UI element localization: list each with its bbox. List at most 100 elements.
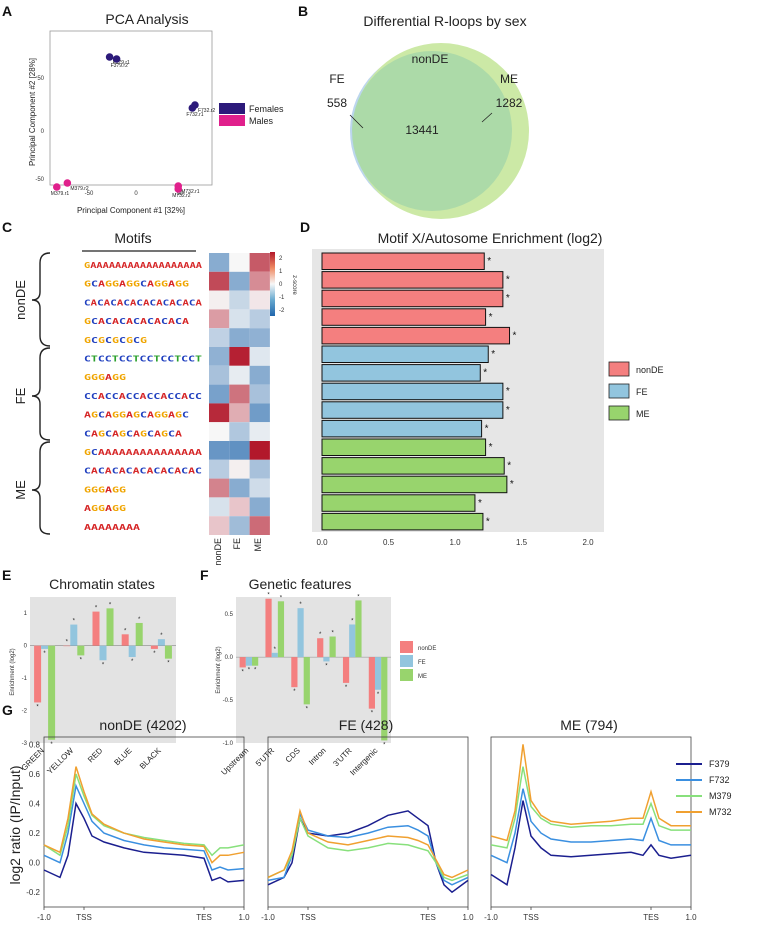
venn-me-label: ME xyxy=(500,72,518,86)
heatmap-cell xyxy=(249,497,270,517)
genetic-bar xyxy=(317,638,324,658)
genetic-bar xyxy=(303,657,310,705)
significance-star: * xyxy=(489,312,493,323)
pca-plot: PCA Analysis -50 0 50 50 0 -50 Principal… xyxy=(28,11,284,215)
enrichment-legend-nonde-swatch xyxy=(608,361,630,377)
heatmap-cell xyxy=(229,516,250,535)
heatmap-cell xyxy=(249,441,270,460)
pca-point-label: F379.r1 xyxy=(113,60,130,66)
significance-star: * xyxy=(351,618,354,624)
heatmap-cell xyxy=(249,290,270,310)
profile-xtick: TSS xyxy=(523,913,539,922)
enrichment-bar xyxy=(321,401,504,419)
significance-star: * xyxy=(254,668,257,674)
genetic-bar xyxy=(252,657,259,666)
heatmap-cell xyxy=(249,384,270,404)
genetic-bar xyxy=(297,608,304,658)
panel-label-a: A xyxy=(2,3,12,19)
pca-legend-female-swatch xyxy=(219,103,245,114)
profile-xtick: 1.0 xyxy=(685,913,697,922)
heatmap-cell xyxy=(229,347,250,366)
heatmap-col-nonde: nonDE xyxy=(213,538,223,566)
profile-ytick: 0.6 xyxy=(29,770,41,779)
significance-star: * xyxy=(280,595,283,601)
profile-line xyxy=(43,801,245,883)
significance-star: * xyxy=(513,330,517,341)
enrichment-bar xyxy=(321,289,504,308)
profile-line xyxy=(490,766,691,849)
pca-point-label: F732.r1 xyxy=(186,112,203,118)
heatmap-cell xyxy=(249,459,270,479)
profile-title-fe: FE (428) xyxy=(339,717,393,733)
enrichment-legend-nonde: nonDE xyxy=(636,365,664,375)
heatmap-cell xyxy=(209,253,230,272)
significance-star: * xyxy=(102,662,105,668)
chromatin-ytick: -3 xyxy=(22,741,28,747)
motif-logos: GAAAAAAAAAAAAAAAAAA G C A G G A G G C A G G A G G C A C A C A… xyxy=(84,261,202,532)
significance-star: * xyxy=(489,442,493,453)
enrichment-legend-fe: FE xyxy=(636,387,648,397)
heatmap-cell xyxy=(229,403,250,423)
profile-line xyxy=(490,744,691,842)
significance-star: * xyxy=(486,516,490,527)
enrichment-bar xyxy=(321,438,487,456)
significance-star: * xyxy=(306,706,309,712)
profile-plots: -1.0 TSS TES 1.0 0.8 0.6 0.4 0.2 0.0 -0.2 -1.0 TSS T… xyxy=(26,736,697,922)
chromatin-ytick: 1 xyxy=(24,611,28,617)
venn-nonde-label: nonDE xyxy=(412,52,449,66)
significance-star: * xyxy=(507,461,511,472)
profile-line xyxy=(267,815,469,882)
enrichment-bar xyxy=(321,271,504,289)
significance-star: * xyxy=(483,368,487,379)
genetic-plot-bg xyxy=(236,597,391,743)
significance-star: * xyxy=(131,659,134,665)
pca-xtick-2: 0 xyxy=(134,191,138,197)
heatmap-cell xyxy=(209,271,230,291)
chromatin-bar xyxy=(150,645,158,649)
profile-xtick: TES xyxy=(420,913,436,922)
enrichment-xtick: 0.5 xyxy=(383,538,395,547)
genetic-bar xyxy=(374,657,382,690)
profile-ytick: 0.8 xyxy=(29,740,41,749)
enrichment-bar xyxy=(321,475,508,494)
significance-star: * xyxy=(167,661,170,667)
profile-line xyxy=(490,788,691,864)
panel-label-b: B xyxy=(298,3,308,19)
chromatin-bar xyxy=(121,634,129,646)
chromatin-bar xyxy=(164,645,172,659)
significance-star: * xyxy=(345,685,348,691)
heatmap-cell xyxy=(229,290,250,310)
heatmap-cell xyxy=(209,403,230,423)
chromatin-category-label: GREEN xyxy=(20,746,47,773)
panel-label-d: D xyxy=(300,219,310,235)
significance-star: * xyxy=(491,349,495,360)
chromatin-bar xyxy=(34,645,42,703)
colorbar-tick-5: -2 xyxy=(279,308,285,314)
profile-title-me: ME (794) xyxy=(560,717,618,733)
significance-star: * xyxy=(66,640,69,646)
venn-me-pointer xyxy=(481,112,493,123)
significance-star: * xyxy=(383,742,386,748)
colorbar-tick-1: 2 xyxy=(279,256,283,262)
brace-me xyxy=(31,441,51,535)
profile-xtick: TSS xyxy=(300,913,316,922)
chromatin-category-label: YELLOW xyxy=(45,746,75,776)
chromatin-ytick: -2 xyxy=(22,709,28,715)
heatmap-cell xyxy=(209,478,230,498)
significance-star: * xyxy=(506,405,510,416)
genetic-bar xyxy=(323,657,330,662)
enrichment-bar xyxy=(321,382,504,401)
heatmap-cell xyxy=(209,497,230,517)
colorbar-tick-4: -1 xyxy=(279,295,285,301)
heatmap-cell xyxy=(229,365,250,385)
enrichment-legend-me-swatch xyxy=(608,405,630,421)
heatmap-cell xyxy=(229,497,250,517)
enrichment-bar xyxy=(321,512,484,531)
heatmap-cell xyxy=(229,422,250,441)
significance-star: * xyxy=(357,594,360,600)
